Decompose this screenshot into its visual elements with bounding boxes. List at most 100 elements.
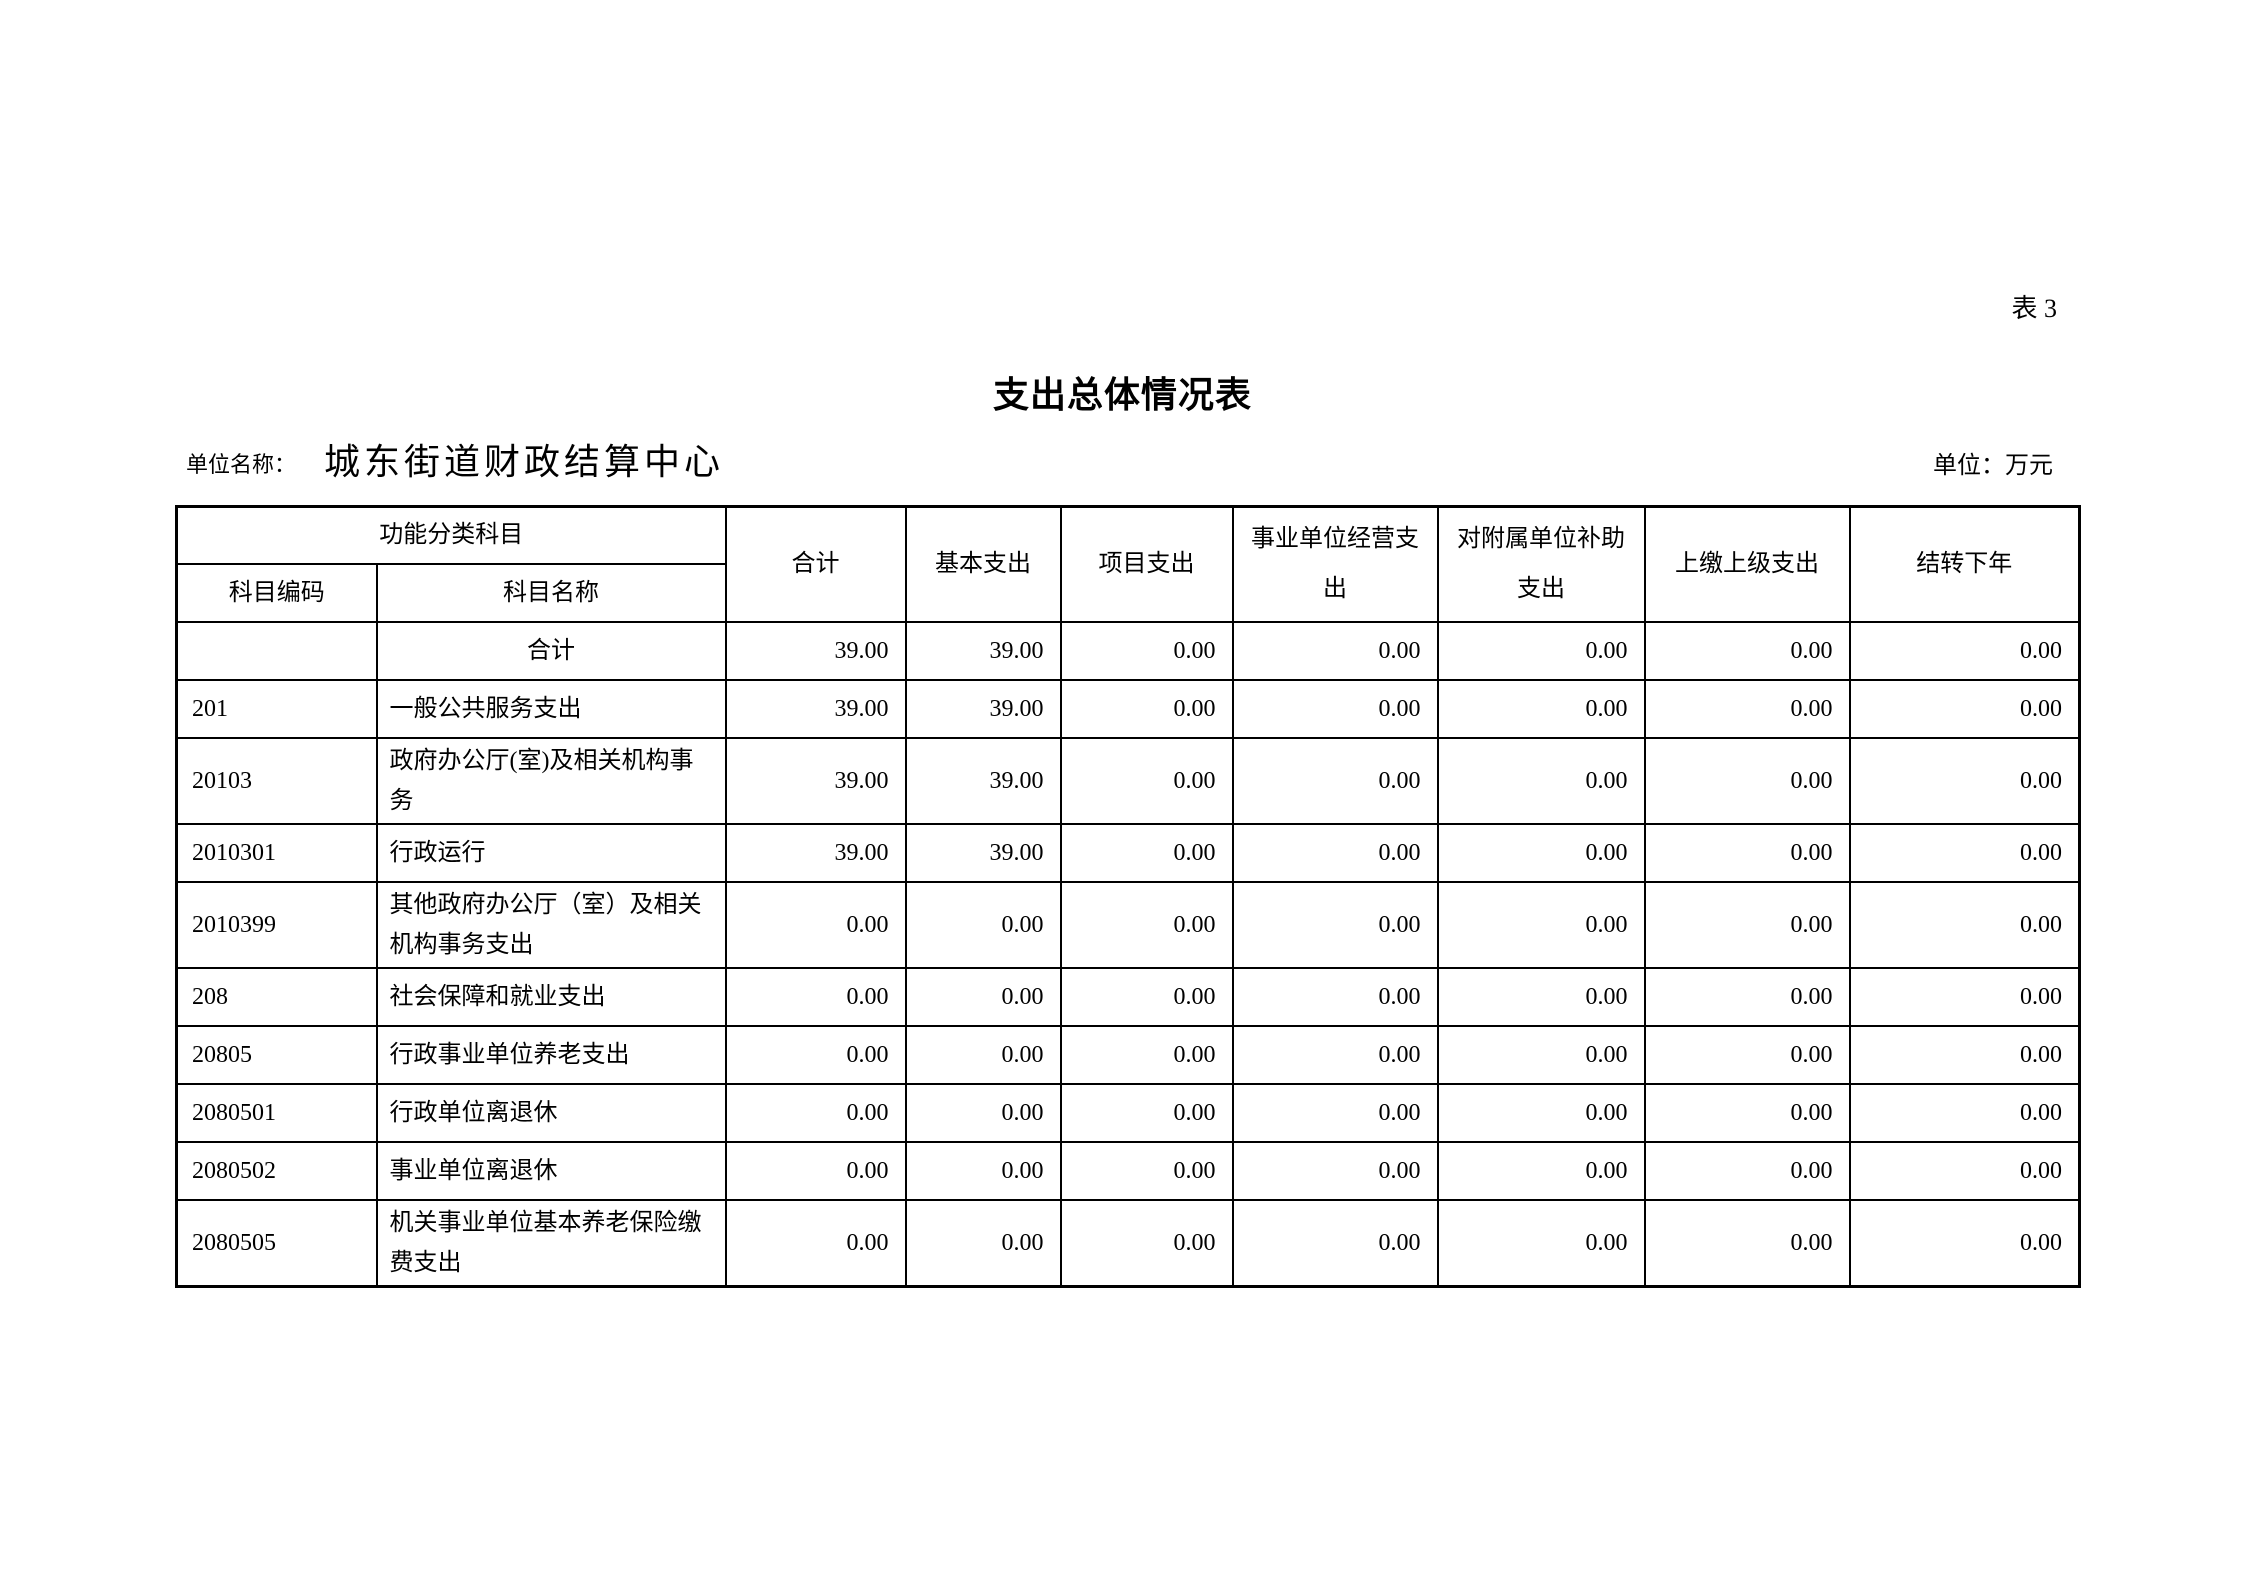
subject-code-cell: 2010399	[175, 880, 378, 969]
value-cell: 0.00	[1436, 678, 1646, 739]
header-col-subsidy-to-affiliates: 对附属单位补助支出	[1436, 505, 1646, 623]
value-cell: 0.00	[904, 1024, 1062, 1085]
value-cell: 0.00	[1848, 966, 2081, 1027]
table-row: 2080501 行政单位离退休 0.00 0.00 0.00 0.00 0.00 0.00 0.…	[175, 1082, 2081, 1143]
table-row: 2080502 事业单位离退休 0.00 0.00 0.00 0.00 0.00 0.00 0.…	[175, 1140, 2081, 1201]
value-cell: 0.00	[1643, 736, 1851, 825]
unit-name-value: 城东街道财政结算中心	[324, 442, 725, 482]
value-cell: 0.00	[1643, 1198, 1851, 1287]
header-col-total: 合计	[724, 505, 907, 623]
value-cell: 0.00	[1059, 966, 1234, 1027]
value-cell: 0.00	[1231, 966, 1439, 1027]
value-cell: 0.00	[1231, 1140, 1439, 1201]
value-cell: 0.00	[1436, 620, 1646, 681]
table-row: 201 一般公共服务支出 39.00 39.00 0.00 0.00 0.00 0.00 0.0…	[175, 678, 2081, 739]
subject-code-cell: 208	[175, 966, 378, 1027]
value-cell: 0.00	[1848, 1082, 2081, 1143]
value-cell: 0.00	[1059, 822, 1234, 883]
value-cell: 39.00	[724, 620, 907, 681]
subject-name-cell: 其他政府办公厅（室）及相关机构事务支出	[375, 880, 727, 969]
subject-code-cell: 2080502	[175, 1140, 378, 1201]
header-col-carryover-next-year: 结转下年	[1848, 505, 2081, 623]
value-cell: 0.00	[1059, 678, 1234, 739]
value-cell: 0.00	[1643, 1140, 1851, 1201]
table-row: 2010301 行政运行 39.00 39.00 0.00 0.00 0.00 0.00 0.0…	[175, 822, 2081, 883]
subject-name-cell: 行政事业单位养老支出	[375, 1024, 727, 1085]
value-cell: 0.00	[1436, 1082, 1646, 1143]
value-cell: 0.00	[1231, 736, 1439, 825]
value-cell: 0.00	[1059, 1024, 1234, 1085]
table-row: 2010399 其他政府办公厅（室）及相关机构事务支出 0.00 0.00 0.00 0.…	[175, 880, 2081, 969]
value-cell: 0.00	[724, 1082, 907, 1143]
value-cell: 0.00	[1643, 822, 1851, 883]
value-cell: 0.00	[1231, 620, 1439, 681]
value-cell: 0.00	[904, 966, 1062, 1027]
header-row-2: 科目编码 科目名称	[175, 562, 2080, 623]
value-cell: 0.00	[724, 880, 907, 969]
subject-name-cell: 机关事业单位基本养老保险缴费支出	[375, 1198, 727, 1287]
value-cell: 0.00	[1643, 966, 1851, 1027]
value-cell: 0.00	[724, 1140, 907, 1201]
value-cell: 0.00	[1231, 1082, 1439, 1143]
value-cell: 0.00	[1231, 1024, 1439, 1085]
header-subject-code: 科目编码	[175, 562, 378, 623]
header-subject-name: 科目名称	[375, 562, 727, 623]
value-cell: 39.00	[724, 736, 907, 825]
value-cell: 0.00	[724, 966, 907, 1027]
subject-code-cell: 20805	[175, 1024, 378, 1085]
table-row: 20103 政府办公厅(室)及相关机构事务 39.00 39.00 0.00 0.00 0.…	[175, 736, 2081, 825]
value-cell: 0.00	[724, 1024, 907, 1085]
value-cell: 0.00	[1059, 1198, 1234, 1287]
expenditure-summary-table: 功能分类科目 合计 基本支出 项目支出 事业单位经营支出 对附属单位补助支出 上…	[175, 505, 2081, 1288]
value-cell: 39.00	[904, 822, 1062, 883]
value-cell: 0.00	[1436, 966, 1646, 1027]
subject-code-cell: 2080505	[175, 1198, 378, 1287]
value-cell: 0.00	[904, 1082, 1062, 1143]
value-cell: 0.00	[1848, 822, 2081, 883]
value-cell: 0.00	[1059, 880, 1234, 969]
subject-code-cell	[175, 620, 378, 681]
value-cell: 39.00	[724, 678, 907, 739]
value-cell: 0.00	[1643, 1082, 1851, 1143]
value-cell: 0.00	[1231, 1198, 1439, 1287]
unit-name-label: 单位名称：	[186, 452, 297, 477]
subject-code-cell: 2010301	[175, 822, 378, 883]
header-row-1: 功能分类科目 合计 基本支出 项目支出 事业单位经营支出 对附属单位补助支出 上…	[175, 505, 2081, 623]
value-cell: 0.00	[1231, 822, 1439, 883]
value-cell: 0.00	[1848, 880, 2081, 969]
value-cell: 0.00	[1848, 620, 2081, 681]
unit-of-measure-label: 单位：万元	[1933, 453, 2053, 479]
value-cell: 0.00	[1643, 1024, 1851, 1085]
value-cell: 39.00	[904, 736, 1062, 825]
header-col-basic-expenditure: 基本支出	[904, 505, 1062, 623]
value-cell: 0.00	[1059, 736, 1234, 825]
header-col-project-expenditure: 项目支出	[1059, 505, 1234, 623]
value-cell: 0.00	[1059, 620, 1234, 681]
value-cell: 0.00	[1848, 1198, 2081, 1287]
value-cell: 39.00	[724, 822, 907, 883]
value-cell: 0.00	[904, 1198, 1062, 1287]
value-cell: 0.00	[1059, 1082, 1234, 1143]
value-cell: 39.00	[904, 678, 1062, 739]
subject-code-cell: 20103	[175, 736, 378, 825]
value-cell: 0.00	[1848, 1140, 2081, 1201]
table-row: 合计 39.00 39.00 0.00 0.00 0.00 0.00 0.00	[175, 620, 2081, 681]
header-col-payment-to-superior: 上缴上级支出	[1643, 505, 1851, 623]
value-cell: 0.00	[1436, 1198, 1646, 1287]
subject-name-cell: 政府办公厅(室)及相关机构事务	[375, 736, 727, 825]
unit-name-row: 单位名称： 城东街道财政结算中心	[186, 444, 724, 482]
table-row: 2080505 机关事业单位基本养老保险缴费支出 0.00 0.00 0.00 0.00 0…	[175, 1198, 2081, 1287]
value-cell: 0.00	[1848, 678, 2081, 739]
subject-name-cell: 行政运行	[375, 822, 727, 883]
subject-name-cell: 事业单位离退休	[375, 1140, 727, 1201]
subject-code-cell: 201	[175, 678, 378, 739]
value-cell: 0.00	[1643, 880, 1851, 969]
table-body: 合计 39.00 39.00 0.00 0.00 0.00 0.00 0.00 201 一般公共服…	[175, 620, 2081, 1287]
value-cell: 0.00	[1436, 1024, 1646, 1085]
value-cell: 0.00	[1059, 1140, 1234, 1201]
table-row: 208 社会保障和就业支出 0.00 0.00 0.00 0.00 0.00 0.00 0.00	[175, 966, 2081, 1027]
subject-code-cell: 2080501	[175, 1082, 378, 1143]
value-cell: 0.00	[1436, 822, 1646, 883]
value-cell: 0.00	[1436, 1140, 1646, 1201]
header-function-category: 功能分类科目	[175, 505, 727, 565]
